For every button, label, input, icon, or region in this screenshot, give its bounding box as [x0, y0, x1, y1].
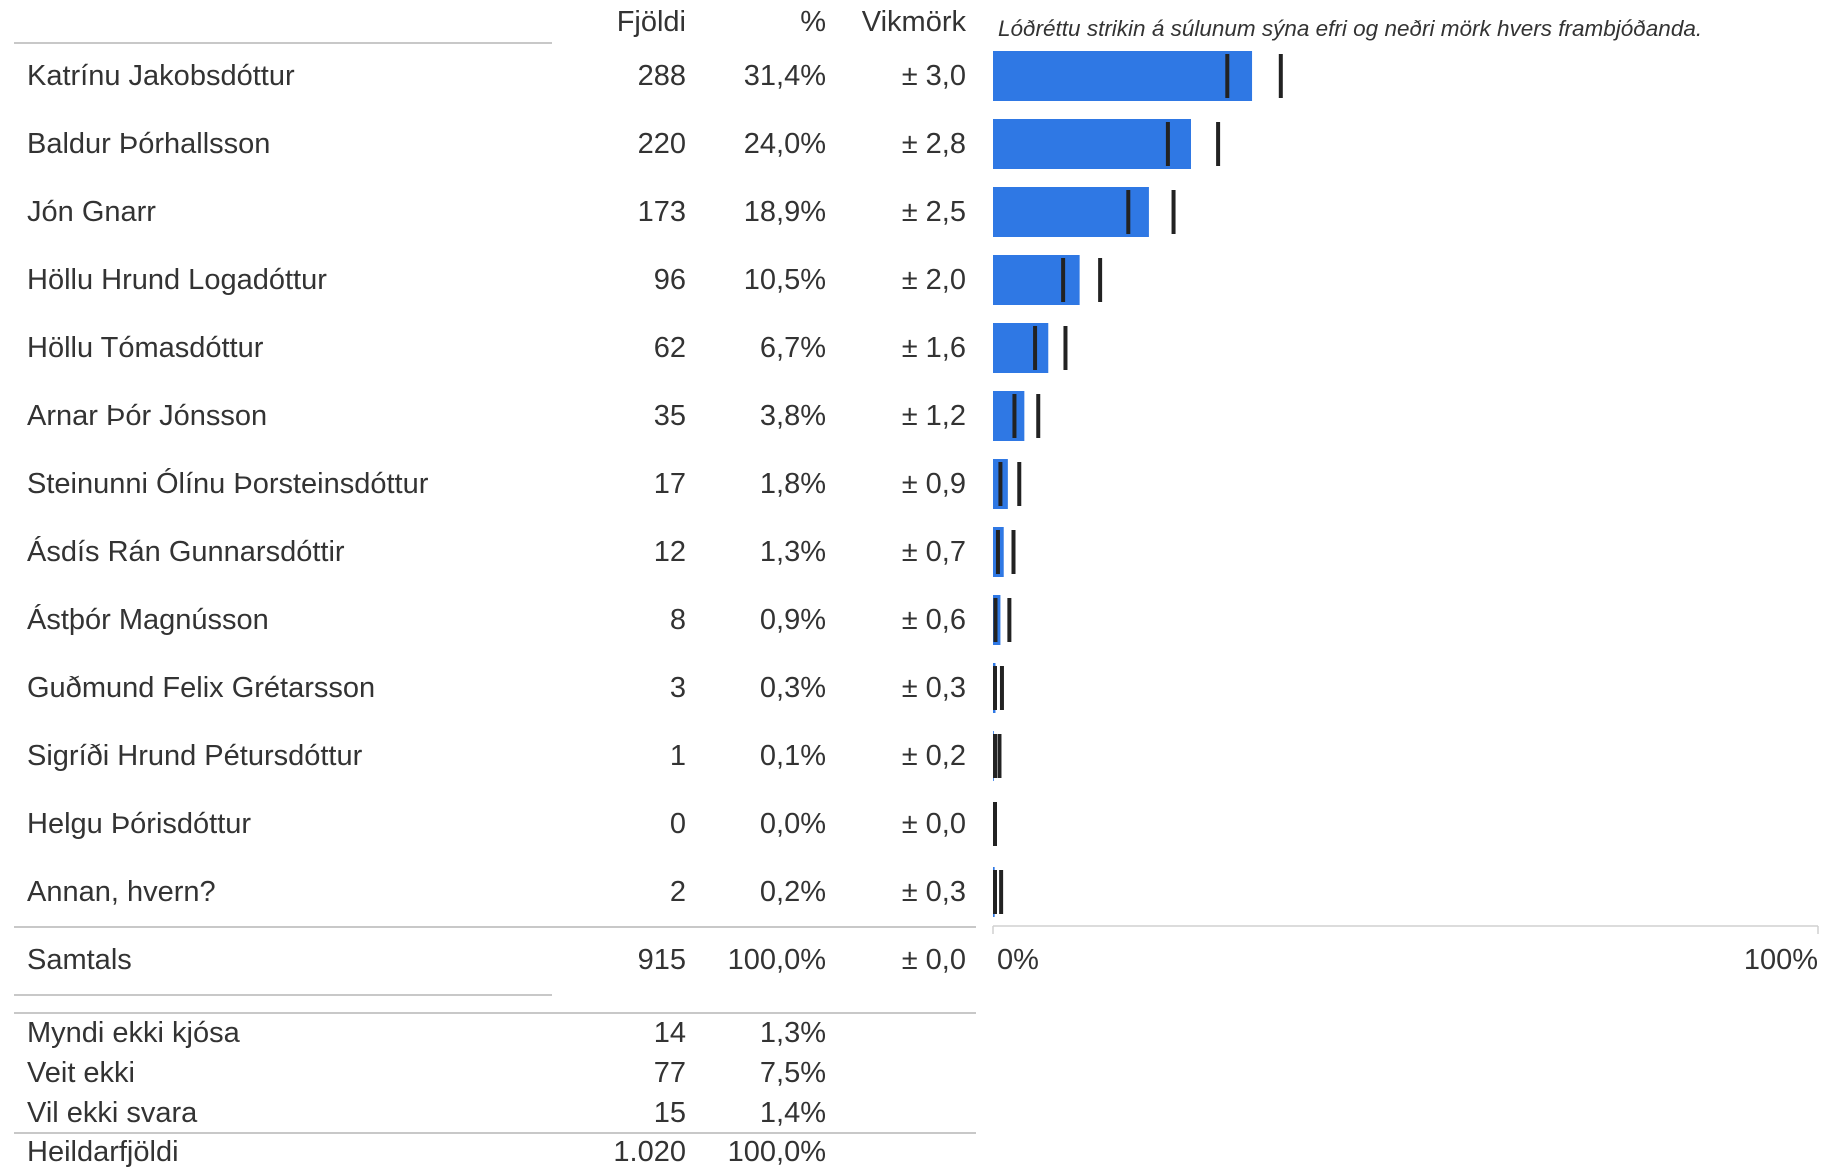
- candidate-name: Baldur Þórhallsson: [27, 128, 271, 160]
- candidate-count: 0: [669, 808, 686, 840]
- bar: [993, 119, 1191, 169]
- candidate-percent: 0,3%: [759, 672, 826, 704]
- extra-label: Veit ekki: [27, 1057, 135, 1089]
- grand-total-label: Heildarfjöldi: [27, 1136, 179, 1168]
- candidate-name: Sigríði Hrund Pétursdóttur: [27, 740, 363, 772]
- candidate-count: 2: [669, 876, 686, 908]
- candidate-margin: ± 2,0: [901, 264, 966, 296]
- bar: [993, 391, 1025, 441]
- candidate-count: 3: [669, 672, 686, 704]
- candidate-percent: 24,0%: [743, 128, 826, 160]
- candidate-name: Jón Gnarr: [27, 196, 156, 228]
- candidate-name: Helgu Þórisdóttur: [27, 808, 252, 840]
- grand-total-count: 1.020: [613, 1136, 686, 1168]
- header-count: Fjöldi: [616, 6, 686, 38]
- total-rule-bottom: [14, 994, 552, 996]
- candidate-percent: 1,8%: [759, 468, 826, 500]
- candidate-count: 288: [637, 60, 686, 92]
- candidate-name: Guðmund Felix Grétarsson: [27, 672, 376, 704]
- total-rule-top: [14, 926, 976, 928]
- candidate-percent: 31,4%: [743, 60, 826, 92]
- candidate-margin: ± 2,8: [901, 128, 966, 160]
- candidate-name: Annan, hvern?: [27, 876, 216, 908]
- candidate-name: Arnar Þór Jónsson: [27, 400, 268, 432]
- bar: [993, 51, 1253, 101]
- candidate-count: 62: [653, 332, 686, 364]
- bar: [993, 255, 1080, 305]
- candidate-percent: 0,9%: [759, 604, 826, 636]
- candidate-name: Höllu Tómasdóttur: [27, 332, 264, 364]
- candidate-count: 96: [653, 264, 686, 296]
- header-rule: [14, 42, 552, 44]
- candidate-name: Ásdís Rán Gunnarsdóttir: [27, 536, 345, 568]
- extra-percent: 1,3%: [759, 1017, 826, 1049]
- extra-count: 77: [653, 1057, 686, 1089]
- candidate-percent: 0,2%: [759, 876, 826, 908]
- header-margin: Vikmörk: [861, 6, 966, 38]
- total-count: 915: [637, 944, 686, 976]
- extras-rule-top: [14, 1012, 976, 1014]
- candidate-margin: ± 1,6: [901, 332, 966, 364]
- extra-label: Myndi ekki kjósa: [27, 1017, 240, 1049]
- chart-note: Lóðréttu strikin á súlunum sýna efri og …: [998, 16, 1703, 41]
- candidate-count: 8: [669, 604, 686, 636]
- candidate-margin: ± 1,2: [901, 400, 966, 432]
- candidate-margin: ± 0,0: [901, 808, 966, 840]
- candidate-margin: ± 0,3: [901, 876, 966, 908]
- candidate-percent: 18,9%: [743, 196, 826, 228]
- bar: [993, 187, 1149, 237]
- candidate-name: Steinunni Ólínu Þorsteinsdóttur: [27, 468, 429, 500]
- x-tick-label: 100%: [1744, 944, 1818, 976]
- candidate-name: Höllu Hrund Logadóttur: [27, 264, 327, 296]
- candidate-percent: 1,3%: [759, 536, 826, 568]
- candidate-margin: ± 0,6: [901, 604, 966, 636]
- x-tick-label: 0%: [997, 944, 1039, 976]
- candidate-margin: ± 0,9: [901, 468, 966, 500]
- extra-label: Vil ekki svara: [27, 1097, 198, 1129]
- candidate-name: Katrínu Jakobsdóttur: [27, 60, 295, 92]
- grand-total-rule: [14, 1132, 976, 1134]
- candidate-name: Ástþór Magnússon: [27, 604, 269, 636]
- total-label: Samtals: [27, 944, 132, 976]
- candidate-count: 220: [637, 128, 686, 160]
- candidate-percent: 3,8%: [759, 400, 826, 432]
- candidate-percent: 0,1%: [759, 740, 826, 772]
- candidate-count: 12: [653, 536, 686, 568]
- grand-total-percent: 100,0%: [727, 1136, 826, 1168]
- candidate-percent: 0,0%: [759, 808, 826, 840]
- extra-percent: 7,5%: [759, 1057, 826, 1089]
- bar: [993, 323, 1049, 373]
- candidate-margin: ± 0,3: [901, 672, 966, 704]
- candidate-count: 17: [653, 468, 686, 500]
- candidate-margin: ± 3,0: [901, 60, 966, 92]
- extra-count: 14: [653, 1017, 686, 1049]
- candidate-percent: 10,5%: [743, 264, 826, 296]
- extra-count: 15: [653, 1097, 686, 1129]
- candidate-count: 173: [637, 196, 686, 228]
- candidate-count: 35: [653, 400, 686, 432]
- total-margin: ± 0,0: [901, 944, 966, 976]
- candidate-percent: 6,7%: [759, 332, 826, 364]
- candidate-count: 1: [669, 740, 686, 772]
- candidate-margin: ± 2,5: [901, 196, 966, 228]
- candidate-margin: ± 0,2: [901, 740, 966, 772]
- total-percent: 100,0%: [727, 944, 826, 976]
- extra-percent: 1,4%: [759, 1097, 826, 1129]
- header-percent: %: [800, 6, 826, 38]
- candidate-margin: ± 0,7: [901, 536, 966, 568]
